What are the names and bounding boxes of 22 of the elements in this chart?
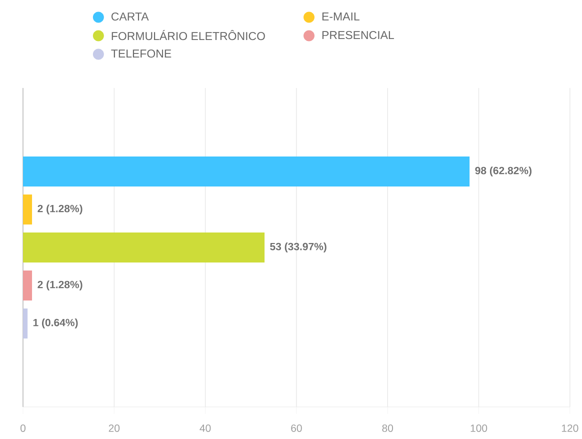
data-label: 98 (62.82%) (475, 166, 532, 176)
x-tick-label: 120 (562, 424, 578, 432)
bar (23, 308, 28, 338)
bar (23, 270, 32, 300)
bar (23, 194, 32, 224)
legend-label: CARTA (111, 12, 149, 21)
data-label: 2 (1.28%) (38, 280, 82, 290)
x-tick-label: 100 (470, 424, 488, 432)
x-tick-label: 80 (382, 424, 394, 432)
bar (23, 232, 265, 262)
legend-label: PRESENCIAL (322, 31, 394, 40)
legend-label: FORMULÁRIO ELETRÔNICO (112, 30, 265, 40)
data-label: 53 (33.97%) (270, 242, 326, 252)
bar (23, 156, 470, 186)
legend-label: E-MAIL (322, 12, 360, 20)
x-tick-label: 60 (291, 424, 302, 432)
x-tick-label: 20 (108, 424, 120, 432)
data-label: 2 (1.28%) (38, 204, 82, 214)
legend-label: TELEFONE (111, 50, 172, 58)
data-label: 1 (0.64%) (33, 318, 78, 328)
x-tick-label: 40 (200, 424, 211, 432)
x-tick-label: 0 (20, 424, 26, 432)
